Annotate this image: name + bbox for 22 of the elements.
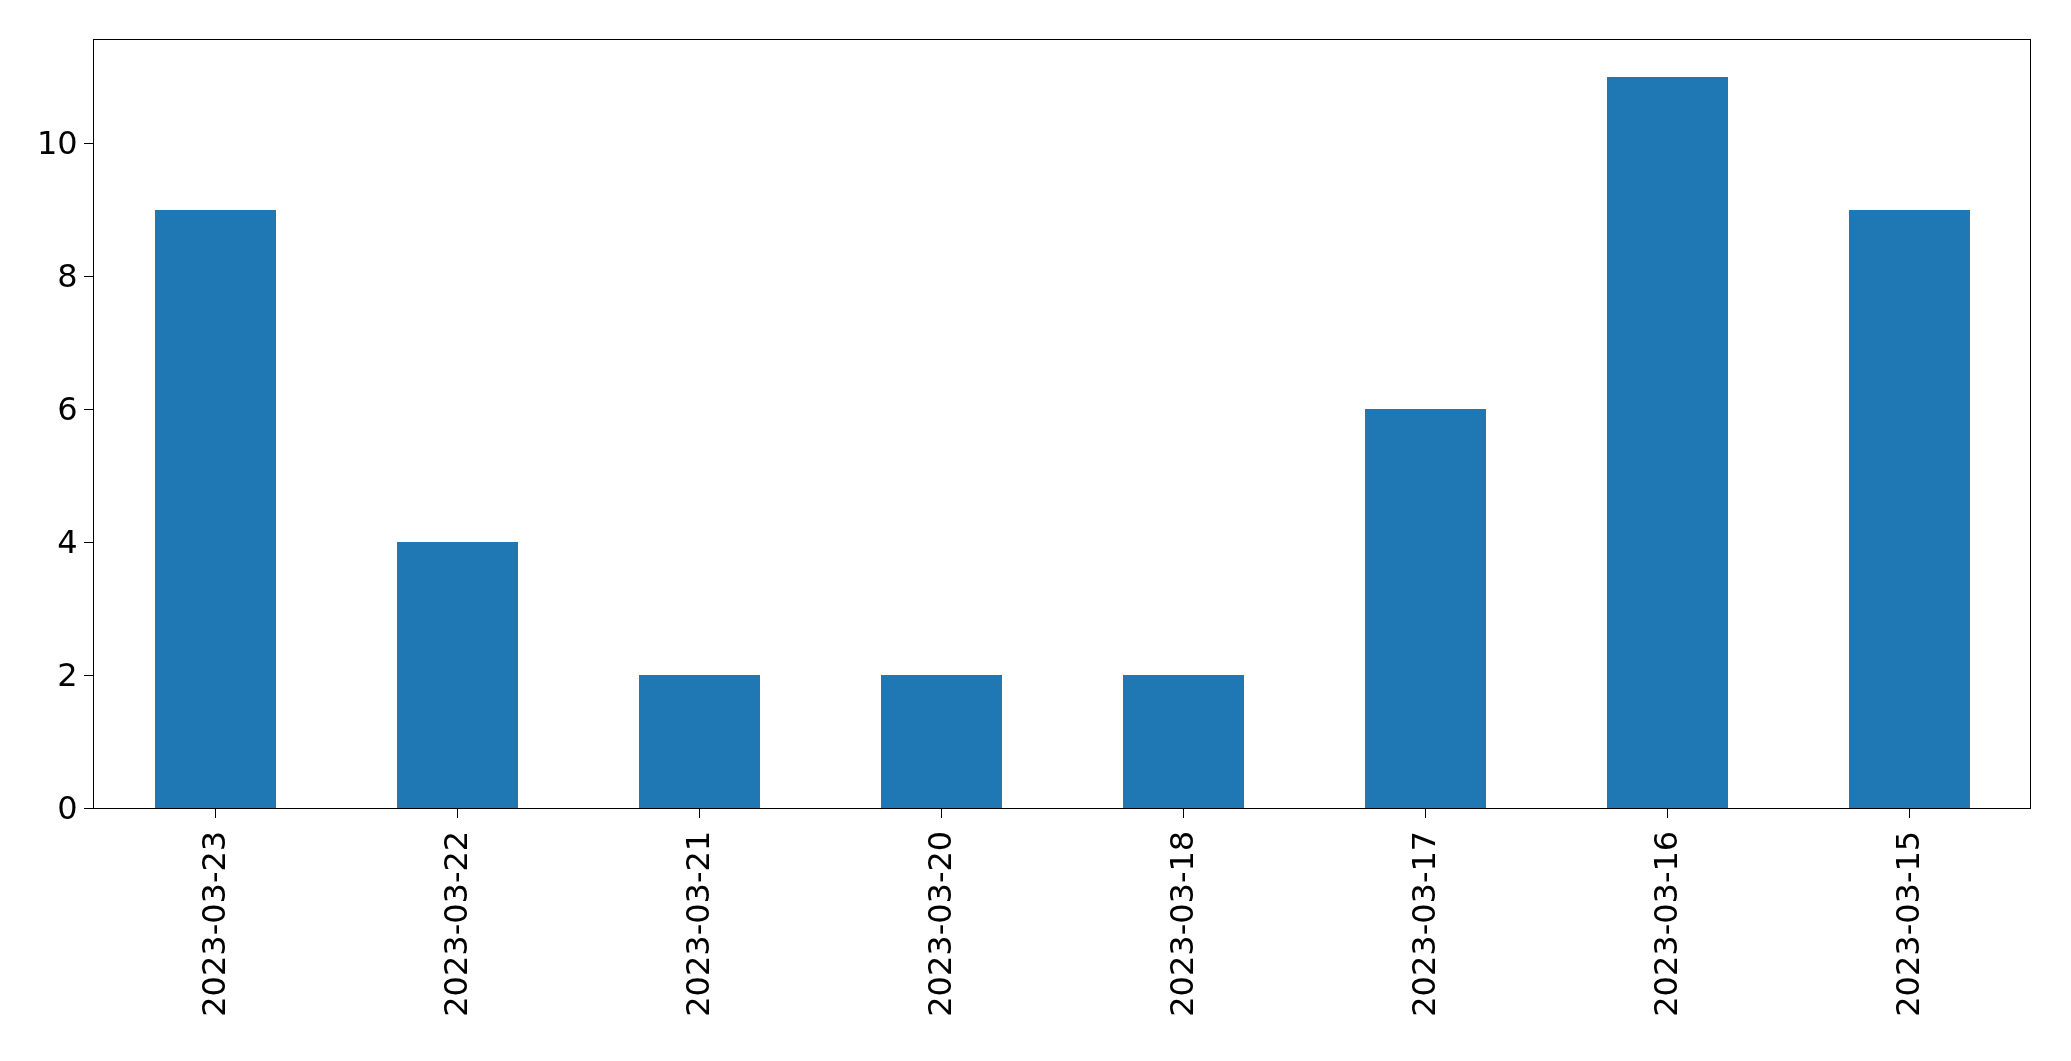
y-tick-label: 6 — [57, 390, 78, 429]
x-tick-label: 2023-03-18 — [1163, 830, 1202, 1017]
bar — [397, 542, 518, 808]
y-tick-label: 8 — [57, 257, 78, 296]
x-tick-label: 2023-03-21 — [679, 830, 718, 1017]
y-tick-label: 2 — [57, 656, 78, 695]
x-tick-label: 2023-03-15 — [1889, 830, 1928, 1017]
bar — [1849, 210, 1970, 808]
y-tick-label: 10 — [36, 124, 78, 163]
bar — [155, 210, 276, 808]
bar — [881, 675, 1002, 808]
y-tick-label: 0 — [57, 789, 78, 828]
bar — [1123, 675, 1244, 808]
x-tick-label: 2023-03-17 — [1405, 830, 1444, 1017]
x-tick-label: 2023-03-22 — [437, 830, 476, 1017]
y-tick-label: 4 — [57, 523, 78, 562]
bar — [1365, 409, 1486, 808]
x-tick-label: 2023-03-16 — [1647, 830, 1686, 1017]
x-tick-label: 2023-03-23 — [195, 830, 234, 1017]
bar — [639, 675, 760, 808]
bar — [1607, 77, 1728, 808]
x-tick-label: 2023-03-20 — [921, 830, 960, 1017]
